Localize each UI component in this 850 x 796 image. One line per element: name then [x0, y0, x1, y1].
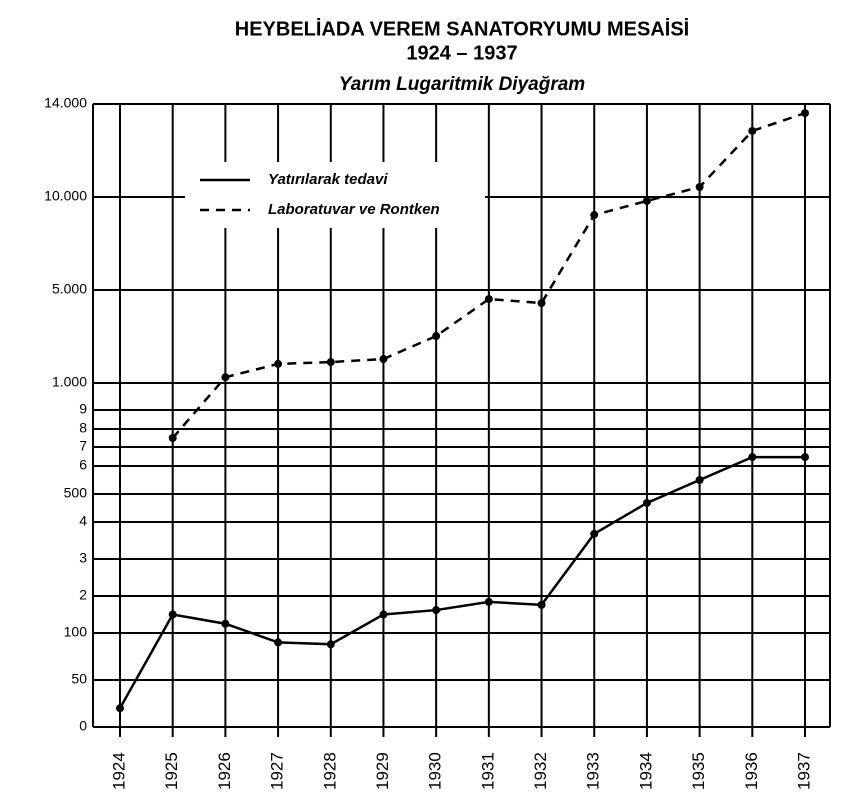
x-tick-label: 1932 [531, 752, 550, 790]
y-tick-label: 7 [79, 438, 87, 454]
y-tick-label: 9 [79, 401, 87, 417]
y-tick-label: 4 [79, 513, 87, 529]
chart-title: HEYBELİADA VEREM SANATORYUMU MESAİSİ [235, 17, 689, 40]
chart-subtitle: Yarım Lugaritmik Diyağram [339, 74, 585, 95]
data-point [642, 498, 651, 507]
data-point [801, 109, 809, 118]
y-tick-label: 50 [71, 671, 87, 687]
y-tick-label: 0 [79, 718, 87, 734]
legend-label: Yatırılarak tedavi [268, 171, 388, 188]
x-tick-label: 1937 [794, 752, 813, 790]
y-tick-label: 100 [64, 624, 88, 640]
data-point [379, 610, 388, 619]
y-tick-label: 3 [79, 550, 87, 566]
data-point [590, 211, 599, 220]
data-point [326, 358, 335, 367]
data-point [116, 704, 124, 713]
y-tick-label: 6 [79, 457, 87, 473]
data-point [484, 295, 493, 304]
x-tick-label: 1934 [636, 752, 655, 790]
y-tick-label: 500 [64, 485, 88, 501]
data-point [590, 529, 599, 538]
x-tick-label: 1926 [215, 752, 234, 790]
data-point [432, 332, 441, 341]
x-tick-label: 1928 [320, 752, 339, 790]
data-point [642, 196, 651, 205]
legend-box [185, 162, 485, 228]
data-point [274, 359, 283, 368]
data-point [274, 638, 283, 647]
data-point [748, 126, 757, 135]
chart-title: 1924 – 1937 [406, 42, 517, 64]
data-point [221, 373, 230, 382]
x-tick-label: 1930 [426, 752, 445, 790]
data-point [484, 597, 493, 606]
data-point [168, 610, 177, 619]
data-point [537, 299, 546, 308]
y-tick-label: 8 [79, 420, 87, 436]
data-point [168, 434, 177, 442]
x-tick-label: 1924 [109, 752, 128, 790]
y-tick-label: 14.000 [44, 95, 87, 111]
x-tick-label: 1935 [689, 752, 708, 790]
x-tick-label: 1936 [742, 752, 761, 790]
x-tick-label: 1931 [478, 752, 497, 790]
data-point [748, 453, 757, 462]
data-point [695, 476, 704, 484]
data-point [801, 453, 809, 462]
x-tick-label: 1927 [268, 752, 287, 790]
y-tick-label: 10.000 [44, 188, 87, 204]
series-line [118, 455, 805, 709]
y-tick-label: 2 [79, 587, 87, 603]
data-point [537, 600, 546, 609]
data-point [379, 355, 388, 364]
data-point [326, 640, 335, 649]
x-tick-label: 1929 [373, 752, 392, 790]
y-tick-label: 5.000 [52, 281, 87, 297]
data-point [432, 606, 441, 615]
x-tick-label: 1933 [584, 752, 603, 790]
data-point [221, 619, 230, 628]
legend-label: Laboratuvar ve Rontken [268, 201, 440, 218]
y-tick-label: 1.000 [52, 374, 87, 390]
data-point [695, 183, 704, 192]
x-tick-label: 1925 [162, 752, 181, 790]
